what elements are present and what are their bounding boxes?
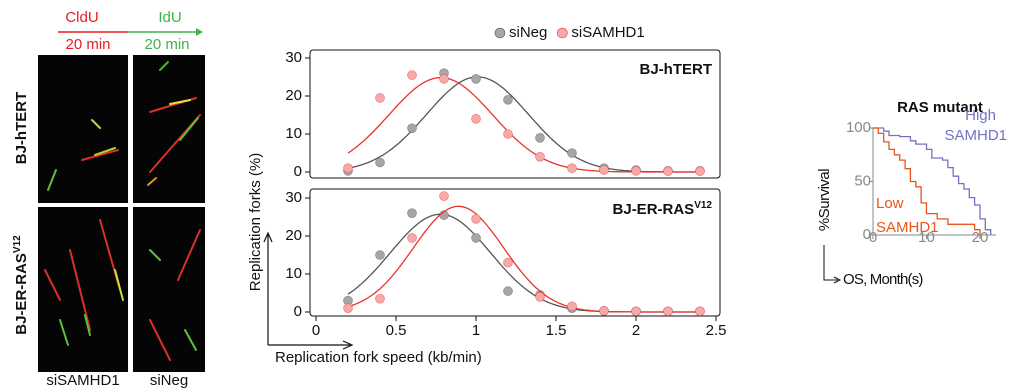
axis-arrows: [824, 245, 838, 280]
data-point: [344, 164, 353, 173]
y-tick-label: 50: [854, 172, 871, 189]
legend-marker: [557, 28, 567, 38]
x-tick-label: 2.5: [706, 322, 727, 339]
row-label-main: BJ-ER-RAS: [13, 253, 30, 335]
y-tick-label: 0: [294, 303, 302, 320]
label: CldU: [65, 9, 98, 26]
y-tick-label: 20: [285, 87, 302, 104]
y-axis-label: Replication forks (%): [247, 153, 264, 291]
x-tick-label: 1.5: [546, 322, 567, 339]
x-tick-label: 0.5: [386, 322, 407, 339]
data-point: [504, 287, 513, 296]
y-axis-label: %Survival: [816, 169, 833, 231]
series-label: SAMHD1: [944, 127, 1007, 144]
fiber-images: [38, 55, 205, 372]
data-point: [536, 292, 545, 301]
chart-title-sup: V12: [694, 200, 712, 211]
x-tick-label: 0: [312, 322, 320, 339]
x-axis-label: Replication fork speed (kb/min): [275, 349, 482, 366]
label: 20 min: [144, 36, 189, 53]
series-label: SAMHD1: [876, 219, 939, 236]
y-tick-label: 100: [846, 119, 871, 136]
y-tick-label: 10: [285, 125, 302, 142]
legend-label: siSAMHD1: [571, 24, 644, 41]
data-point: [376, 93, 385, 102]
y-tick-label: 0: [294, 163, 302, 180]
row-label-sup: V12: [12, 235, 23, 253]
fit-curve: [348, 206, 700, 312]
x-axis-label: OS, Month(s): [843, 271, 923, 288]
label: 20 min: [65, 36, 110, 53]
data-point: [664, 307, 673, 316]
data-point: [600, 166, 609, 175]
figure: CldU IdU 20 min 20 min BJ-hTERT BJ-ER-RA…: [0, 0, 1015, 390]
data-point: [632, 166, 641, 175]
x-tick-label: 2: [632, 322, 640, 339]
data-point: [504, 95, 513, 104]
series-label: Low: [876, 195, 904, 212]
data-point: [696, 167, 705, 176]
y-tick-label: 10: [285, 265, 302, 282]
chart-title-main: BJ-ER-RAS: [613, 201, 695, 218]
data-point: [408, 71, 417, 80]
data-point: [504, 258, 513, 267]
y-tick-label: 30: [285, 189, 302, 206]
data-point: [376, 294, 385, 303]
data-point: [664, 167, 673, 176]
data-point: [440, 74, 449, 83]
data-point: [536, 133, 545, 142]
data-point: [504, 130, 513, 139]
fit-curve: [348, 77, 700, 172]
legend-marker: [495, 28, 505, 38]
data-point: [472, 74, 481, 83]
data-point: [472, 114, 481, 123]
label: IdU: [158, 9, 181, 26]
data-point: [632, 307, 641, 316]
data-point: [568, 302, 577, 311]
chart-title-main: BJ-hTERT: [640, 61, 713, 78]
row-label: BJ-ER-RASV12: [12, 235, 30, 335]
data-point: [536, 152, 545, 161]
axis-arrows: [264, 233, 352, 349]
row-label: BJ-hTERT: [13, 92, 30, 165]
column-label: siSAMHD1: [46, 372, 119, 389]
x-tick-label: 1: [472, 322, 480, 339]
data-point: [408, 209, 417, 218]
data-point: [600, 306, 609, 315]
data-point: [472, 233, 481, 242]
data-point: [472, 214, 481, 223]
data-point: [568, 164, 577, 173]
legend-label: siNeg: [509, 24, 547, 41]
y-tick-label: 30: [285, 49, 302, 66]
chart-title: BJ-hTERT: [640, 61, 713, 78]
chart-title: BJ-ER-RASV12: [613, 200, 713, 218]
data-point: [344, 304, 353, 313]
fit-curve: [348, 78, 700, 172]
data-point: [408, 233, 417, 242]
series-label: High: [965, 107, 996, 124]
column-label: siNeg: [150, 372, 188, 389]
data-point: [408, 124, 417, 133]
data-point: [696, 307, 705, 316]
data-point: [568, 149, 577, 158]
y-tick-label: 20: [285, 227, 302, 244]
fit-curve: [348, 214, 700, 312]
arrow-head: [196, 28, 203, 36]
data-point: [376, 251, 385, 260]
data-point: [440, 192, 449, 201]
data-point: [376, 158, 385, 167]
